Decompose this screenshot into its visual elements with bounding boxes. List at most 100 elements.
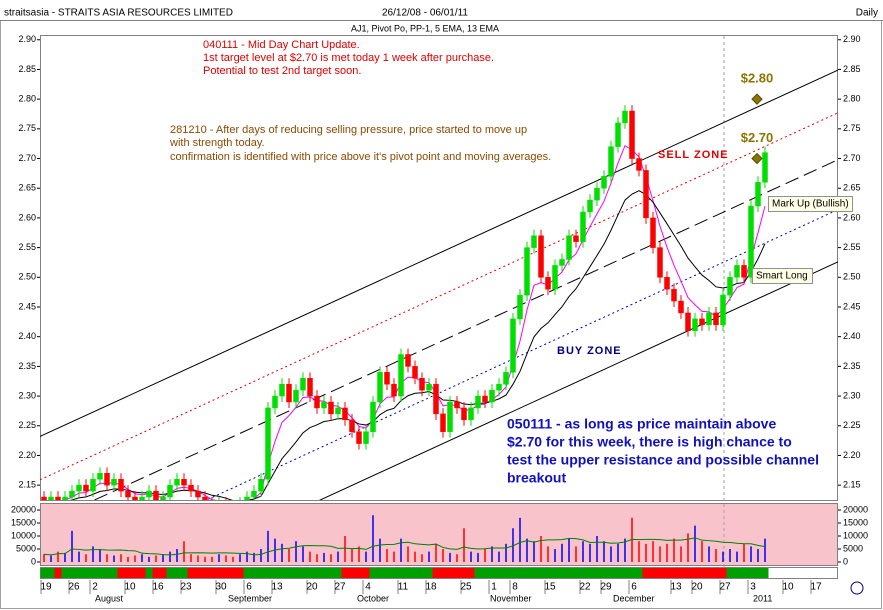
- y-tick-label: 2.30: [18, 390, 36, 400]
- candle-body: [181, 478, 187, 486]
- x-tick-label: 3: [750, 582, 756, 593]
- chart-title: straitsasia - STRAITS ASIA RESOURCES LIM…: [4, 8, 233, 19]
- price-plot: [40, 69, 838, 500]
- trend-cell: [103, 568, 111, 578]
- label-box: [752, 268, 813, 284]
- trend-cell: [355, 568, 363, 578]
- candle-body: [55, 496, 61, 500]
- candle-body: [538, 235, 544, 278]
- trend-cell: [376, 568, 384, 578]
- date-range: 26/12/08 - 06/01/11: [382, 8, 468, 19]
- trend-cell: [719, 568, 727, 578]
- trend-cell: [362, 568, 370, 578]
- trend-cell: [117, 568, 125, 578]
- note-line: with strength today.: [169, 137, 265, 149]
- note-line: breakout: [507, 470, 566, 486]
- x-tick-label: 23: [180, 582, 192, 593]
- trend-cell: [698, 568, 706, 578]
- candle-body: [118, 478, 124, 492]
- volume-tick-label: 10000: [11, 530, 36, 540]
- candle-body: [664, 277, 670, 290]
- candle-body: [104, 473, 110, 486]
- candle-body: [90, 478, 96, 492]
- candle-body: [713, 312, 719, 326]
- trend-cell: [369, 568, 377, 578]
- candle-body: [727, 277, 733, 296]
- x-tick-label: 17: [810, 582, 822, 593]
- x-tick-label: 22: [579, 582, 591, 593]
- volume-tick-label: 0: [31, 556, 36, 566]
- trend-cell: [600, 568, 608, 578]
- x-tick-label: 13: [670, 582, 682, 593]
- note-line: test the upper resistance and possible c…: [507, 452, 819, 468]
- candle-body: [636, 158, 642, 171]
- trend-cell: [628, 568, 636, 578]
- trend-cell: [383, 568, 391, 578]
- trend-cell: [250, 568, 258, 578]
- x-tick-label: 16: [152, 582, 164, 593]
- trend-cell: [712, 568, 720, 578]
- candle-body: [419, 378, 425, 391]
- x-tick-label: 1: [491, 582, 497, 593]
- target-marker: [751, 152, 763, 165]
- trend-cell: [733, 568, 741, 578]
- candle-body: [188, 484, 194, 492]
- note-line: confirmation is identified with price ab…: [170, 151, 551, 163]
- trend-cell: [82, 568, 90, 578]
- candle-body: [650, 217, 656, 248]
- volume-tick-label: 10000: [843, 530, 868, 540]
- candle-body: [286, 383, 292, 403]
- candle-body: [524, 247, 530, 296]
- y2-tick-label: 2.85: [843, 64, 861, 74]
- x-tick-label: 10: [124, 582, 136, 593]
- y2-tick-label: 2.35: [843, 361, 861, 371]
- trend-cell: [740, 568, 748, 578]
- candle-body: [321, 401, 327, 409]
- trend-cell: [565, 568, 573, 578]
- trend-cell: [614, 568, 622, 578]
- target-label: $2.80: [741, 71, 774, 86]
- y2-tick-label: 2.80: [843, 94, 861, 104]
- trend-cell: [131, 568, 139, 578]
- channel-line: [319, 261, 838, 500]
- y2-tick-label: 2.30: [843, 390, 861, 400]
- candle-body: [160, 496, 166, 500]
- candle-body: [720, 294, 726, 326]
- y-tick-label: 2.85: [18, 64, 36, 74]
- trend-cell: [502, 568, 510, 578]
- trend-cell: [649, 568, 657, 578]
- candle-body: [629, 110, 635, 159]
- x-tick-label: 30: [215, 582, 227, 593]
- trend-cell: [656, 568, 664, 578]
- volume-tick-label: 15000: [11, 517, 36, 527]
- y-tick-label: 2.70: [18, 153, 36, 163]
- candle-body: [440, 413, 446, 432]
- note-line: 040111 - Mid Day Chart Update.: [203, 39, 360, 51]
- month-label: August: [95, 593, 124, 603]
- candle-body: [699, 318, 705, 326]
- x-tick-label: 6: [631, 582, 637, 593]
- candle-body: [412, 366, 418, 379]
- x-tick-label: 25: [460, 582, 472, 593]
- x-tick-label: 29: [600, 582, 612, 593]
- annotations: 040111 - Mid Day Chart Update. 1st targe…: [169, 39, 853, 486]
- candle-body: [272, 395, 278, 409]
- candle-body: [587, 199, 593, 213]
- trend-cell: [152, 568, 160, 578]
- trend-cell: [726, 568, 734, 578]
- candle-body: [594, 187, 600, 201]
- mark-up-label: Mark Up (Bullish): [772, 199, 849, 210]
- candle-body: [300, 378, 306, 391]
- x-tick-label: 15: [544, 582, 556, 593]
- candle-body: [279, 383, 285, 397]
- channel-line: [205, 209, 838, 500]
- volume-tick-label: 20000: [11, 504, 36, 514]
- trend-cell: [390, 568, 398, 578]
- y-tick-label: 2.60: [18, 212, 36, 222]
- x-tick-label: 26: [68, 582, 80, 593]
- trend-cell: [593, 568, 601, 578]
- trend-cell: [446, 568, 454, 578]
- trend-cell: [264, 568, 272, 578]
- trend-cell: [285, 568, 293, 578]
- note-line: $2.70 for this week, there is high chanc…: [507, 434, 792, 450]
